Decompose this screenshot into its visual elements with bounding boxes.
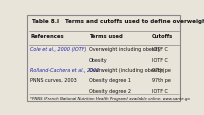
Text: IOTF C: IOTF C [152,88,168,93]
Text: Overweight including obesity: Overweight including obesity [89,47,160,52]
Text: *PNNS (French National Nutrition Health Program) available online: www.sante.go: *PNNS (French National Nutrition Health … [30,96,190,100]
Text: Rolland-Cachera et al., 2002: Rolland-Cachera et al., 2002 [30,67,100,72]
Text: Obesity degree 2: Obesity degree 2 [89,88,131,93]
Text: Cutoffs: Cutoffs [152,33,173,38]
Text: 97th pe: 97th pe [152,67,171,72]
Text: 97th pe: 97th pe [152,78,171,83]
Text: IOTF C: IOTF C [152,57,168,62]
Text: PNNS curves, 2003: PNNS curves, 2003 [30,78,77,83]
Text: Obesity: Obesity [89,57,107,62]
Text: References: References [30,33,64,38]
Text: Terms used: Terms used [89,33,122,38]
Text: Table 8.I   Terms and cutoffs used to define overweight and: Table 8.I Terms and cutoffs used to defi… [32,19,204,24]
FancyBboxPatch shape [27,16,180,101]
Text: IOTF C: IOTF C [152,47,168,52]
Text: Obesity degree 1: Obesity degree 1 [89,78,131,83]
Text: Overweight (including obesity): Overweight (including obesity) [89,67,164,72]
Text: Cole et al., 2000 (IOTF): Cole et al., 2000 (IOTF) [30,47,87,52]
